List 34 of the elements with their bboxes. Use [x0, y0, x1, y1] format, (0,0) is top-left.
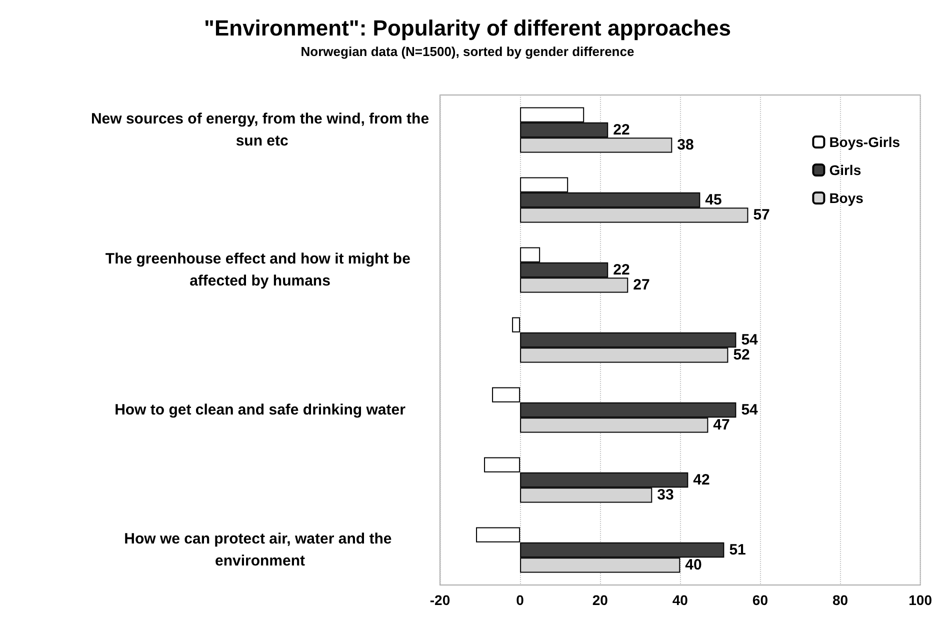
y-tick-label: New sources of energy, from the wind, from the sun etc [90, 110, 430, 150]
data-label: 57 [753, 206, 770, 224]
data-label: 51 [729, 542, 746, 558]
legend-label: Boys-Girls [829, 134, 900, 150]
y-tick-label: How we can protect air, water and the environment [124, 530, 396, 570]
bar [512, 317, 520, 332]
chart-title: "Environment": Popularity of different approaches [204, 16, 731, 40]
data-label: 38 [677, 136, 694, 154]
data-label: 40 [685, 556, 702, 574]
data-label: 22 [613, 262, 630, 278]
legend-label: Boys [829, 190, 864, 206]
y-tick-label: The greenhouse effect and how it might be affected by humans [105, 250, 415, 290]
x-tick-label: -20 [430, 592, 450, 608]
data-label: 52 [733, 346, 750, 364]
data-label: 47 [713, 416, 730, 434]
x-tick-label: 0 [516, 592, 524, 608]
x-tick-label: 20 [592, 592, 608, 608]
data-label: 45 [705, 192, 722, 208]
x-tick-label: 80 [832, 592, 848, 608]
x-tick-label: 40 [672, 592, 688, 608]
data-label: 42 [693, 472, 710, 488]
data-label: 27 [633, 276, 650, 294]
bar [492, 387, 520, 402]
data-label: 54 [741, 402, 759, 418]
x-tick-label: 60 [752, 592, 768, 608]
data-label: 54 [741, 332, 759, 348]
data-label: 33 [657, 486, 674, 504]
bar [484, 457, 520, 472]
chart-subtitle: Norwegian data (N=1500), sorted by gender difference [300, 44, 634, 59]
data-label: 22 [613, 122, 630, 138]
legend-label: Girls [829, 162, 862, 178]
y-tick-label: How to get clean and safe drinking water [114, 402, 406, 418]
bar [476, 527, 520, 542]
x-tick-label: 100 [908, 592, 932, 608]
